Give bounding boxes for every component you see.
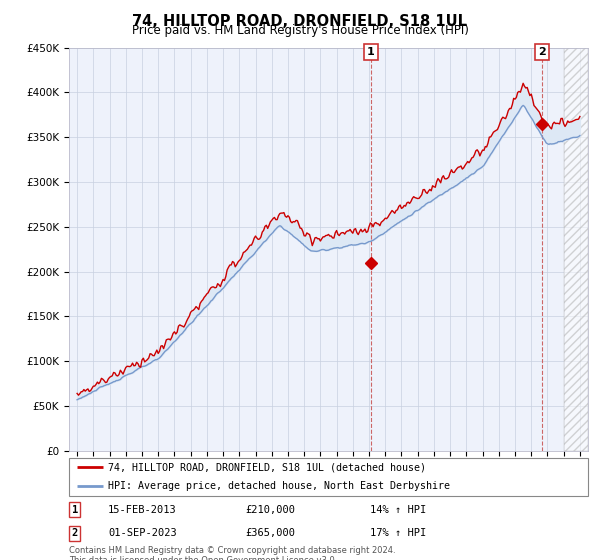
Text: 01-SEP-2023: 01-SEP-2023 xyxy=(108,528,176,538)
Text: Contains HM Land Registry data © Crown copyright and database right 2024.
This d: Contains HM Land Registry data © Crown c… xyxy=(69,546,395,560)
Text: Price paid vs. HM Land Registry's House Price Index (HPI): Price paid vs. HM Land Registry's House … xyxy=(131,24,469,37)
Text: 2: 2 xyxy=(71,528,78,538)
Text: 74, HILLTOP ROAD, DRONFIELD, S18 1UL (detached house): 74, HILLTOP ROAD, DRONFIELD, S18 1UL (de… xyxy=(108,462,426,472)
Text: £365,000: £365,000 xyxy=(245,528,295,538)
Text: HPI: Average price, detached house, North East Derbyshire: HPI: Average price, detached house, Nort… xyxy=(108,481,450,491)
Bar xyxy=(563,48,588,451)
Text: 74, HILLTOP ROAD, DRONFIELD, S18 1UL: 74, HILLTOP ROAD, DRONFIELD, S18 1UL xyxy=(133,14,467,29)
Text: 1: 1 xyxy=(71,505,78,515)
Text: 1: 1 xyxy=(367,47,375,57)
Text: 14% ↑ HPI: 14% ↑ HPI xyxy=(370,505,426,515)
Text: 2: 2 xyxy=(538,47,546,57)
Text: 17% ↑ HPI: 17% ↑ HPI xyxy=(370,528,426,538)
Bar xyxy=(563,48,588,451)
Text: £210,000: £210,000 xyxy=(245,505,295,515)
Text: 15-FEB-2013: 15-FEB-2013 xyxy=(108,505,176,515)
FancyBboxPatch shape xyxy=(69,458,588,496)
